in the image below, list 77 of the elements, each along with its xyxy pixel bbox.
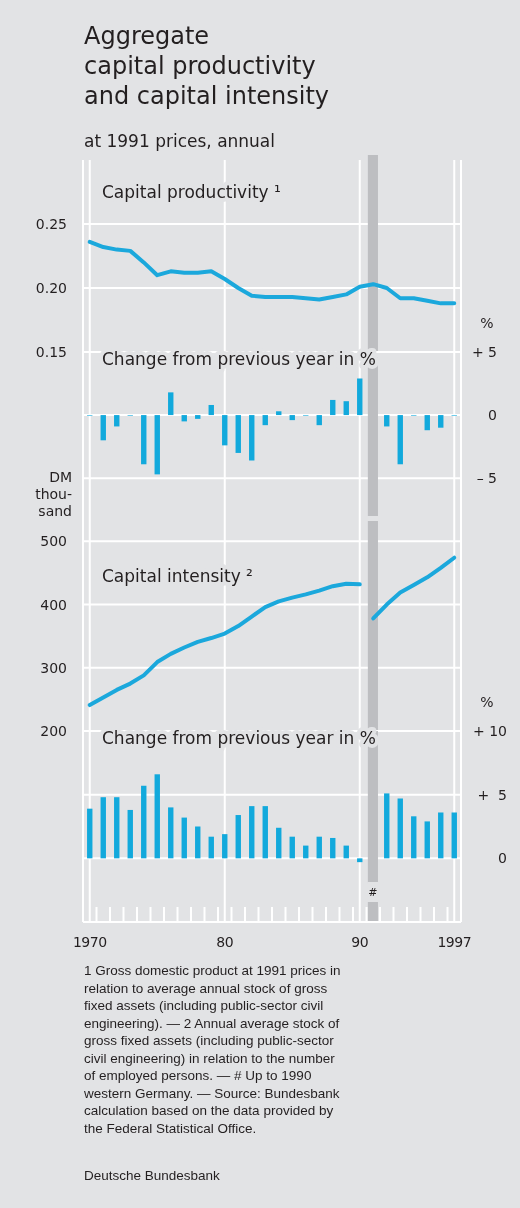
- bar: [154, 774, 160, 859]
- y-tick-label: 500: [40, 533, 67, 550]
- bar: [276, 411, 282, 416]
- bar: [397, 415, 403, 465]
- x-tick-label: 1997: [437, 934, 472, 950]
- bar: [181, 817, 187, 859]
- bar: [276, 827, 282, 859]
- line-series: [87, 239, 457, 306]
- chart-title: Aggregate capital productivity and capital intensity: [84, 22, 330, 110]
- bar: [262, 415, 268, 426]
- band-label: #: [368, 886, 378, 899]
- y2-tick-label: 0: [498, 850, 507, 867]
- y2-tick-label: – 5: [476, 470, 497, 487]
- bar: [262, 806, 268, 859]
- bar: [168, 392, 174, 416]
- bar: [195, 415, 201, 419]
- bar: [141, 415, 147, 465]
- y-tick-label: 0.20: [35, 280, 67, 296]
- bar: [249, 806, 255, 859]
- bar: [438, 812, 444, 859]
- bar: [424, 415, 430, 431]
- y-tick-label: 400: [40, 596, 67, 613]
- bar: [235, 415, 241, 453]
- y-tick-label: 200: [40, 723, 67, 739]
- bar: [330, 837, 336, 859]
- y2-tick-label: + 10: [473, 723, 507, 739]
- bar: [357, 378, 363, 416]
- bar: [222, 834, 228, 859]
- bar: [195, 826, 201, 859]
- y-axis-title: DM thou- sand: [35, 469, 72, 519]
- bar: [114, 415, 120, 427]
- x-tick-label: 90: [351, 934, 369, 950]
- y-tick-label: 300: [40, 659, 67, 676]
- bar: [343, 401, 349, 416]
- bar: [330, 399, 336, 416]
- bar: [357, 858, 363, 863]
- bar: [397, 798, 403, 859]
- bar: [127, 809, 133, 859]
- x-tick-label: 80: [216, 934, 234, 950]
- x-tick-label: 1970: [72, 934, 107, 950]
- bar: [424, 821, 430, 859]
- bar: [235, 815, 241, 859]
- bar: [316, 415, 322, 426]
- bar: [411, 816, 417, 859]
- bar: [384, 415, 390, 427]
- text: 1 Gross domestic product at 1991 prices in relation to average annual stock of gross fixed assets (including public-sector civil engineering). — 2 Annual average stock of gross fixed assets (including public-sector civil engineering) in relation to the number of employed persons. — # Up to 1990 western Germany. — Source: Bundesbank calculation based on the data provided by the Federal Statistical Office.: [84, 963, 341, 1136]
- bar: [208, 404, 214, 416]
- bar: [114, 797, 120, 859]
- bar: [154, 415, 160, 475]
- bar: [451, 812, 457, 859]
- y2-tick-label: + 5: [477, 786, 507, 803]
- y2-axis-title: %: [480, 315, 494, 331]
- bar: [249, 415, 255, 461]
- line-series: [371, 555, 457, 621]
- annotation: Capital productivity ¹: [102, 182, 281, 202]
- bar: [438, 415, 444, 428]
- chart-title: Change from previous year in %: [102, 349, 376, 369]
- bar: [100, 415, 106, 441]
- bar: [87, 808, 93, 859]
- bar: [384, 793, 390, 859]
- y-tick-label: 0.15: [35, 344, 67, 360]
- text: Deutsche Bundesbank: [84, 1168, 221, 1183]
- bar: [141, 785, 147, 859]
- bar: [100, 797, 106, 859]
- text: Capital intensity ²: [102, 566, 253, 586]
- chart-title: Change from previous year in %: [102, 728, 376, 748]
- y2-tick-label: + 5: [471, 344, 497, 360]
- bar: [289, 415, 295, 421]
- bar: [208, 836, 214, 859]
- y2-axis-title: %: [480, 694, 494, 710]
- bar: [168, 807, 174, 859]
- y2-tick-label: 0: [488, 407, 497, 424]
- bar: [316, 836, 322, 859]
- chart-subtitle: at 1991 prices, annual: [84, 131, 276, 151]
- bar: [222, 415, 228, 446]
- bar: [289, 836, 295, 859]
- y-tick-label: 0.25: [35, 216, 67, 232]
